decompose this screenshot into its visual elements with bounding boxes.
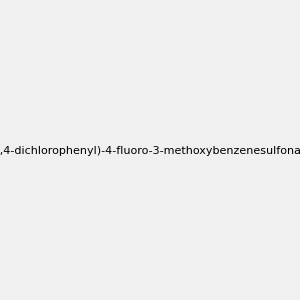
Text: N-(3,4-dichlorophenyl)-4-fluoro-3-methoxybenzenesulfonamide: N-(3,4-dichlorophenyl)-4-fluoro-3-methox… — [0, 146, 300, 157]
